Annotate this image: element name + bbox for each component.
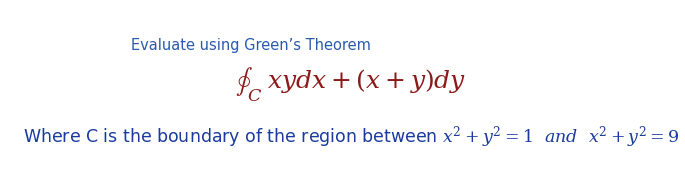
Text: Where C is the boundary of the region between $x^2 + y^2 = 1$  $\mathit{and}$  $: Where C is the boundary of the region be…: [23, 124, 680, 150]
Text: $\oint_C \; xydx + (x + y)dy$: $\oint_C \; xydx + (x + y)dy$: [236, 66, 466, 104]
Text: Evaluate using Green’s Theorem: Evaluate using Green’s Theorem: [131, 38, 371, 53]
